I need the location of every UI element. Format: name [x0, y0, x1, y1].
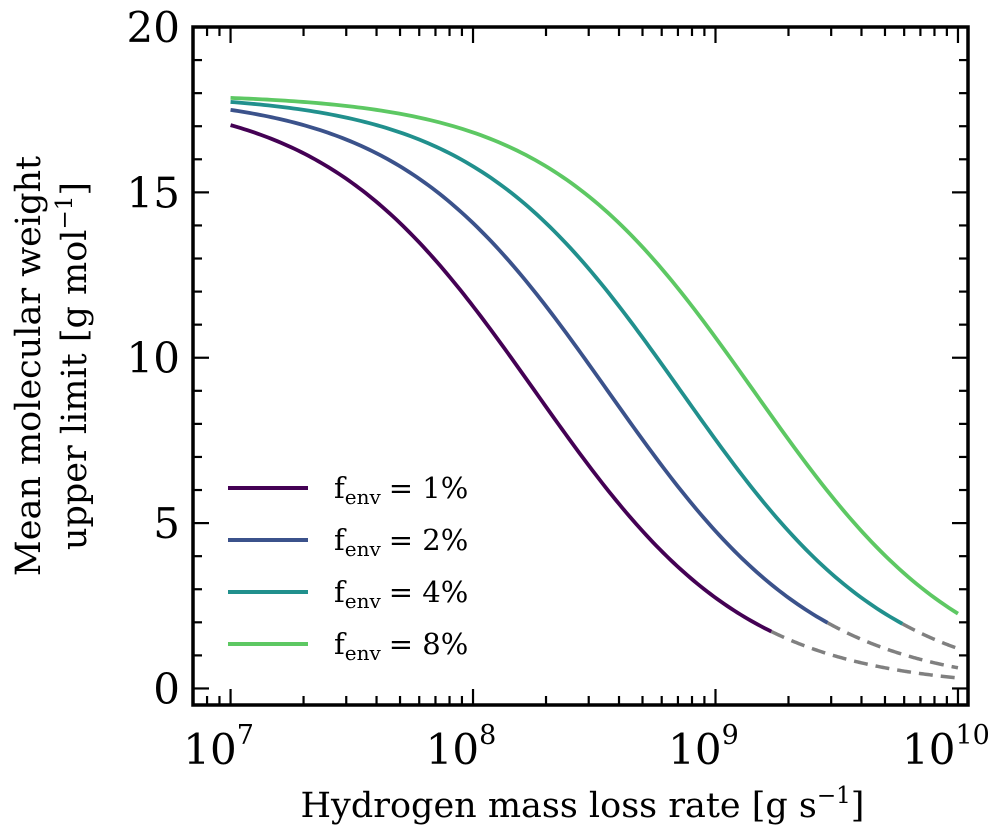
y-tick-label: 15	[127, 168, 180, 217]
legend: fenv = 1% fenv = 2% fenv = 4% fenv = 8%	[228, 471, 468, 665]
series-line	[230, 108, 829, 625]
x-axis-label: Hydrogen mass loss rate [g s−1]	[301, 783, 865, 826]
legend-label: fenv = 1%	[334, 471, 468, 509]
series-lines	[230, 96, 959, 680]
x-tick-label: 108	[426, 720, 497, 774]
x-tick-label: 107	[183, 720, 254, 774]
y-tick-label: 0	[153, 664, 180, 713]
legend-label: fenv = 2%	[334, 523, 468, 561]
series-line	[230, 123, 773, 634]
x-tick-label: 109	[668, 720, 739, 774]
legend-label: fenv = 4%	[334, 575, 468, 613]
y-axis-label-line: Mean molecular weight	[9, 156, 49, 576]
x-tick-label: 1010	[902, 720, 990, 774]
y-tick-label: 10	[127, 334, 180, 383]
dashed-extension-line	[901, 622, 959, 651]
plot-frame	[191, 25, 970, 707]
series-line	[230, 96, 959, 616]
dashed-extension-line	[770, 629, 959, 680]
y-tick-label: 20	[127, 3, 180, 52]
y-axis-label: Mean molecular weight upper limit [g mol−…	[9, 156, 95, 576]
y-axis-label-line: upper limit [g mol−1]	[52, 182, 95, 550]
series-line	[230, 100, 904, 626]
dashed-extension-line	[826, 621, 959, 670]
legend-label: fenv = 8%	[334, 627, 468, 665]
y-tick-label: 5	[153, 499, 180, 548]
tick-labels: 107 108 109 1010 0 5 10 15 20	[127, 3, 990, 774]
